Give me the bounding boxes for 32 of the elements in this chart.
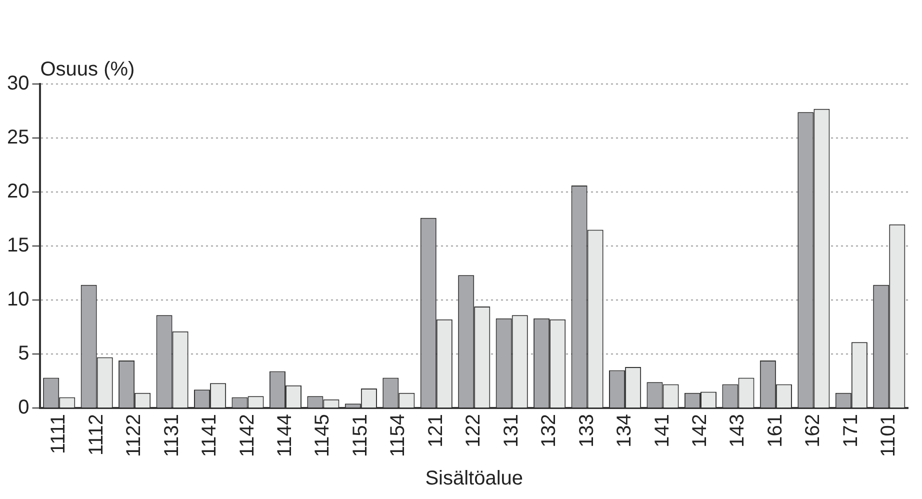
x-tick-label: 1111	[48, 414, 70, 454]
x-tick-label: 133	[576, 414, 598, 448]
y-tick-label: 10	[6, 288, 30, 311]
y-tick-label: 30	[6, 72, 30, 95]
x-tick-label: 1141	[198, 414, 221, 458]
x-tick-label: 134	[614, 414, 636, 448]
x-tick-label: 141	[651, 414, 674, 448]
x-tick-label: 1144	[274, 414, 296, 458]
x-tick-label: 1122	[123, 414, 146, 458]
x-tick-label: 1154	[387, 414, 410, 458]
x-tick-label: 143	[726, 414, 749, 448]
x-tick-label: 1112	[85, 414, 108, 456]
x-tick-label: 1101	[878, 414, 900, 458]
x-tick-label: 1131	[160, 414, 183, 458]
x-tick-label: 1145	[312, 414, 334, 458]
y-axis-title: Osuus (%)	[40, 58, 135, 81]
x-tick-label: 131	[500, 414, 522, 448]
x-tick-label: 162	[802, 414, 824, 448]
y-tick-label: 25	[6, 126, 30, 149]
x-tick-label: 1151	[349, 414, 372, 458]
y-tick-label: 15	[6, 234, 30, 257]
x-tick-label: 142	[689, 414, 712, 448]
x-tick-label: 122	[462, 414, 485, 448]
x-tick-label: 171	[840, 414, 862, 448]
y-tick-label: 0	[18, 396, 30, 419]
x-tick-label: 161	[764, 414, 786, 448]
x-tick-label: 132	[538, 414, 560, 448]
x-tick-label: 121	[424, 414, 447, 448]
x-axis-title: Sisältöalue	[425, 468, 524, 490]
y-tick-label: 20	[6, 180, 30, 203]
y-tick-label: 5	[18, 342, 30, 365]
x-tick-label: 1142	[236, 414, 258, 458]
